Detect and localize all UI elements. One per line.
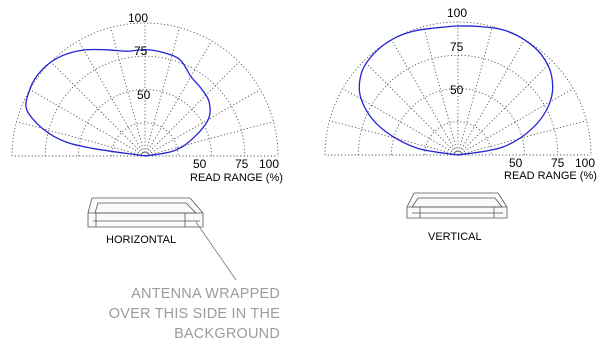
read-range-pattern-horizontal — [25, 48, 211, 157]
vertical-tick-100-left: 100 — [128, 11, 149, 25]
polar-chart-horizontal — [11, 22, 279, 157]
radial-tick-50-right: 50 — [509, 156, 523, 170]
axis-title-right: READ RANGE (%) — [504, 170, 597, 182]
vertical-tick-75-right: 75 — [450, 40, 464, 54]
tag-drawing-vertical — [406, 192, 508, 219]
vertical-tick-100-right: 100 — [447, 6, 468, 20]
radial-tick-100-left: 100 — [259, 157, 280, 171]
grid-spoke-120 — [78, 40, 146, 157]
grid-ring-25 — [424, 121, 492, 156]
annotation-line-3: BACKGROUND — [174, 326, 280, 342]
radial-tick-50-left: 50 — [193, 157, 207, 171]
vertical-tick-50-right: 50 — [450, 83, 464, 97]
vertical-tick-75-left: 75 — [134, 44, 148, 58]
caption-horizontal: HORIZONTAL — [106, 234, 177, 246]
caption-vertical: VERTICAL — [428, 231, 482, 243]
grid-spoke-60 — [457, 39, 525, 156]
grid-ring-100 — [11, 22, 279, 157]
radial-tick-75-left: 75 — [235, 157, 249, 171]
axis-title-left: READ RANGE (%) — [190, 172, 283, 184]
tag-drawing-horizontal — [87, 197, 204, 228]
grid-spoke-120 — [391, 39, 459, 156]
grid-ring-100 — [324, 21, 592, 156]
annotation-line-2: OVER THIS SIDE IN THE — [108, 306, 280, 322]
grid-ring-25 — [111, 122, 179, 157]
radial-tick-100-right: 100 — [575, 156, 596, 170]
polar-chart-vertical — [324, 21, 592, 156]
grid-ring-75 — [357, 54, 559, 156]
read-range-pattern-vertical — [358, 25, 554, 156]
annotation-line-1: ANTENNA WRAPPED — [131, 286, 280, 302]
radial-tick-75-right: 75 — [551, 156, 565, 170]
grid-ring-75 — [44, 55, 246, 157]
annotation-leader-line — [195, 221, 237, 281]
antenna-annotation: ANTENNA WRAPPED OVER THIS SIDE IN THE BA… — [100, 284, 280, 344]
vertical-tick-50-left: 50 — [137, 88, 151, 102]
